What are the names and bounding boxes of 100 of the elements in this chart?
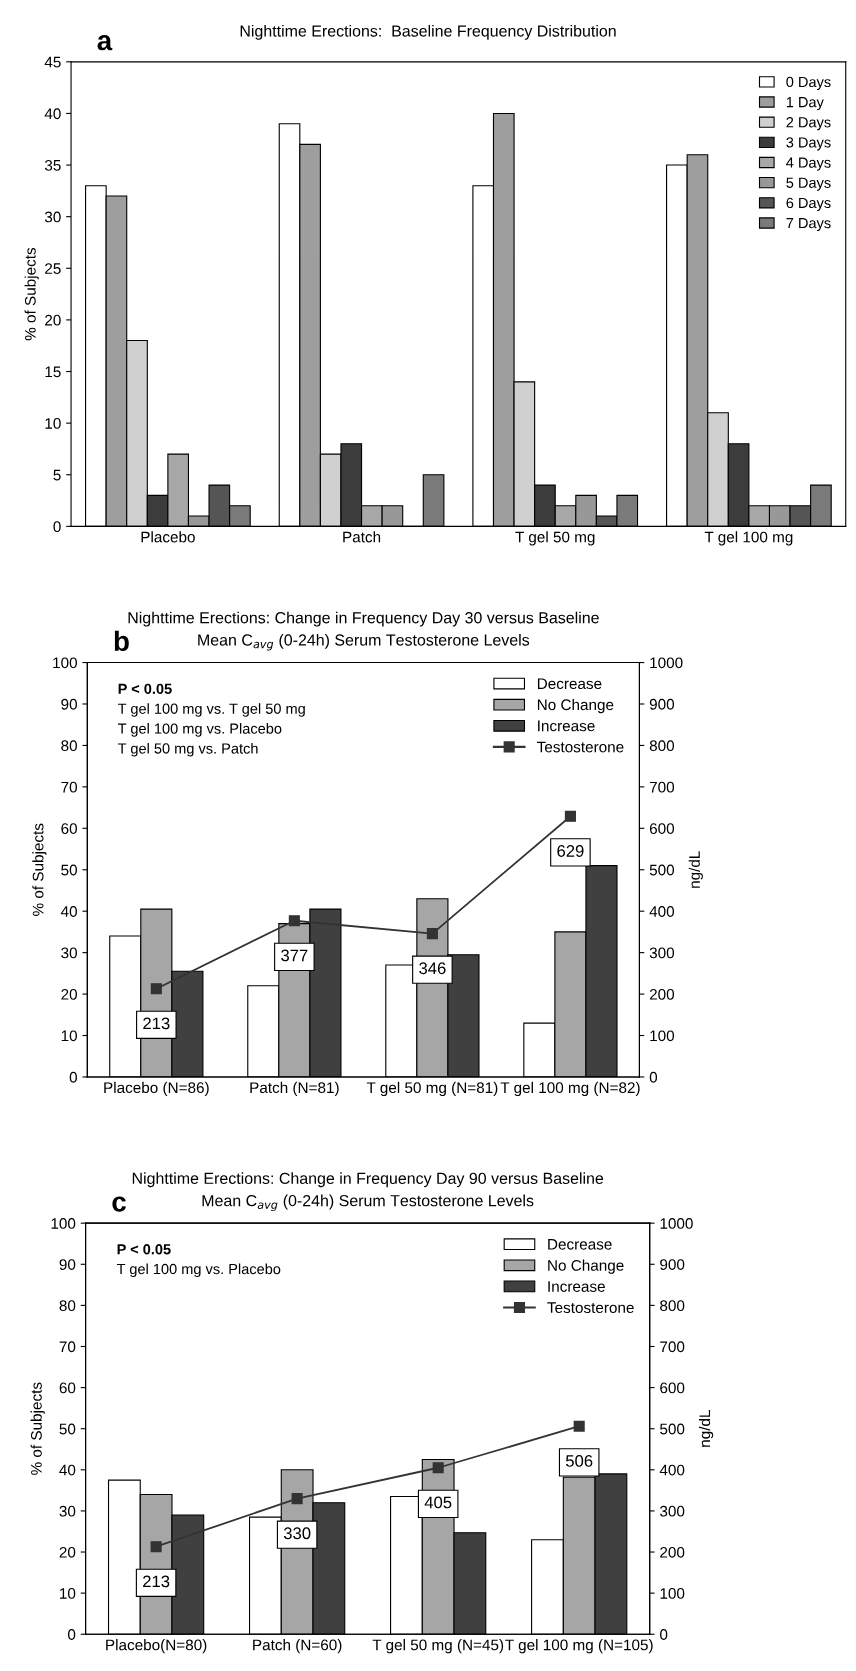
legend-label: 1 Day	[786, 97, 824, 111]
point	[150, 1541, 162, 1553]
x-tick-label: T gel 50 mg	[515, 531, 595, 546]
legend-label: Testosterone	[537, 741, 624, 753]
x-tick-label: T gel 100 mg	[704, 531, 793, 546]
y-tick-label: 100	[51, 1218, 76, 1229]
point	[573, 1420, 585, 1432]
y-tick-label: 60	[59, 1382, 76, 1394]
y2-tick-label: 700	[649, 781, 675, 793]
annotation: P < 0.05	[117, 1244, 171, 1255]
y2-tick-label: 0	[649, 1071, 658, 1083]
y-tick-label: 90	[59, 1259, 76, 1270]
y-tick-label: 80	[61, 740, 77, 752]
point	[288, 915, 300, 927]
chart-subtitle: Mean C$_{avg}$ (0-24h) Serum Testosterone Levels	[202, 1194, 534, 1212]
text: c	[112, 1196, 126, 1212]
y2-tick-label: 300	[649, 947, 675, 959]
legend-label: 5 Days	[786, 177, 831, 191]
y-tick-label: 20	[45, 314, 61, 326]
point	[150, 983, 162, 995]
y-tick-label: 10	[60, 1588, 76, 1599]
y2-tick-label: 500	[649, 864, 675, 876]
y-axis-title: % of Subjects	[30, 1382, 45, 1475]
y2-tick-label: 900	[660, 1259, 685, 1270]
legend-label: 6 Days	[786, 197, 831, 211]
y-tick-label: 15	[45, 366, 61, 378]
y-tick-label: 10	[45, 418, 61, 429]
annotation: T gel 50 mg vs. Patch	[118, 742, 258, 757]
data-label: 405	[424, 1496, 452, 1509]
legend-label: Decrease	[548, 1239, 612, 1250]
legend-label: 4 Days	[786, 157, 831, 171]
y2-tick-label: 400	[649, 906, 675, 917]
y-tick-label: 90	[61, 698, 77, 710]
data-label: 506	[565, 1455, 593, 1467]
point	[426, 928, 438, 940]
y2-tick-label: 700	[660, 1341, 685, 1353]
y-tick-label: 30	[44, 211, 61, 223]
y-tick-label: 30	[61, 947, 77, 959]
y-tick-label: 5	[53, 469, 61, 481]
y2-tick-label: 900	[649, 698, 675, 710]
legend-label: No Change	[548, 1259, 624, 1274]
y2-tick-label: 800	[660, 1300, 685, 1312]
y2-axis-title: ng/dL	[698, 1410, 714, 1447]
y-tick-label: 40	[59, 1464, 76, 1476]
data-label: 629	[557, 845, 584, 857]
x-tick-label: T gel 50 mg (N=81)	[366, 1081, 498, 1097]
y-tick-label: 20	[59, 1546, 76, 1558]
y-tick-label: 40	[44, 108, 61, 120]
y2-tick-label: 800	[649, 740, 675, 752]
point	[291, 1493, 303, 1505]
y2-tick-label: 1000	[650, 657, 683, 669]
y-tick-label: 10	[61, 1030, 77, 1042]
y-tick-label: 50	[59, 1423, 76, 1435]
y2-tick-label: 100	[660, 1588, 685, 1599]
point	[432, 1462, 444, 1474]
y2-tick-label: 1000	[660, 1218, 693, 1229]
legend-label: 2 Days	[786, 117, 831, 131]
y-tick-label: 25	[45, 263, 61, 274]
y2-axis-title: ng/dL	[688, 851, 703, 888]
point	[564, 810, 576, 822]
y-tick-label: 70	[59, 1341, 76, 1353]
data-label: 213	[143, 1017, 170, 1030]
x-tick-label: T gel 50 mg (N=45)	[372, 1639, 504, 1654]
x-tick-label: T gel 100 mg (N=105)	[505, 1639, 653, 1654]
y-tick-label: 0	[67, 1629, 76, 1640]
y-tick-label: 45	[44, 56, 61, 68]
y2-tick-label: 100	[650, 1030, 675, 1042]
y-axis-title: % of Subjects	[24, 247, 39, 341]
x-tick-label: Placebo (N=86)	[104, 1081, 209, 1097]
legend-label: 7 Days	[786, 218, 831, 232]
chart-title: Nighttime Erections: Change in Frequency Day 90 versus Baseline	[132, 1172, 604, 1188]
x-tick-label: Placebo(N=80)	[106, 1639, 207, 1654]
y2-tick-label: 600	[649, 823, 675, 834]
y-tick-label: 30	[59, 1505, 76, 1517]
chart-title: Nighttime Erections: Baseline Frequency Distribution	[240, 24, 616, 40]
y-tick-label: 0	[53, 521, 61, 533]
data-label: 330	[283, 1527, 311, 1540]
text: b	[114, 630, 129, 652]
y2-tick-label: 500	[660, 1423, 685, 1435]
y2-tick-label: 200	[649, 988, 675, 1000]
y2-tick-label: 600	[660, 1382, 685, 1394]
x-tick-label: Patch (N=81)	[250, 1081, 339, 1097]
data-label: 346	[419, 962, 446, 975]
y-tick-label: 70	[61, 781, 77, 793]
y2-tick-label: 300	[660, 1505, 685, 1517]
x-tick-label: Patch (N=60)	[253, 1639, 342, 1654]
legend-label: 3 Days	[786, 137, 831, 151]
y2-tick-label: 400	[659, 1464, 685, 1476]
legend-label: Increase	[538, 720, 595, 732]
data-label: 377	[281, 949, 308, 962]
y-tick-label: 50	[61, 864, 77, 876]
chart-subtitle: Mean C$_{avg}$ (0-24h) Serum Testosterone Levels	[198, 633, 530, 651]
y2-tick-label: 0	[660, 1629, 668, 1640]
x-tick-label: Placebo	[141, 531, 195, 543]
y-tick-label: 0	[69, 1071, 77, 1083]
annotation: T gel 100 mg vs. T gel 50 mg	[118, 703, 305, 717]
y-axis-title: % of Subjects	[32, 823, 47, 916]
legend-label: Decrease	[537, 678, 602, 690]
annotation: T gel 100 mg vs. Placebo	[118, 723, 282, 737]
y2-tick-label: 200	[660, 1546, 685, 1558]
